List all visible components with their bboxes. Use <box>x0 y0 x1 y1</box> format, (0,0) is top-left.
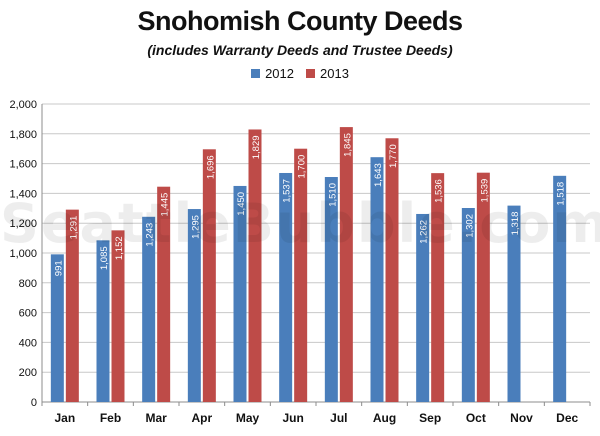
bar-2012-nov <box>507 205 521 402</box>
data-label: 1,643 <box>373 163 384 187</box>
data-label: 1,262 <box>419 220 430 244</box>
x-tick-label: Aug <box>373 411 396 425</box>
legend: 2012 2013 <box>0 66 600 81</box>
y-tick-label: 1,000 <box>9 248 37 260</box>
data-label: 1,302 <box>464 214 475 238</box>
data-label: 1,700 <box>297 155 308 179</box>
x-tick-label: Mar <box>145 411 167 425</box>
x-tick-label: Nov <box>510 411 533 425</box>
data-label: 1,536 <box>434 179 445 203</box>
bar-2013-jun <box>294 148 308 402</box>
data-label: 1,152 <box>114 236 125 260</box>
x-tick-label: Feb <box>100 411 121 425</box>
bar-2013-jul <box>339 127 353 402</box>
legend-item-2012: 2012 <box>251 66 294 81</box>
legend-item-2013: 2013 <box>306 66 349 81</box>
data-label: 1,291 <box>68 216 79 240</box>
chart-subtitle: (includes Warranty Deeds and Trustee Dee… <box>147 42 453 58</box>
y-tick-label: 200 <box>19 367 37 379</box>
bar-2012-jun <box>279 172 293 402</box>
bar-2012-feb <box>96 240 110 402</box>
data-label: 1,450 <box>236 192 247 216</box>
data-label: 1,243 <box>145 223 156 247</box>
x-tick-label: Dec <box>556 411 578 425</box>
x-tick-label: May <box>236 411 260 425</box>
x-tick-label: Jun <box>282 411 303 425</box>
y-tick-label: 400 <box>19 337 37 349</box>
legend-swatch-2012 <box>251 69 261 78</box>
bar-2012-aug <box>370 157 384 402</box>
bar-2013-aug <box>385 138 399 402</box>
data-label: 1,537 <box>282 179 293 203</box>
x-tick-label: Oct <box>466 411 486 425</box>
y-tick-label: 1,800 <box>9 129 37 141</box>
data-label: 1,318 <box>510 212 521 236</box>
bar-2013-feb <box>111 230 125 402</box>
legend-swatch-2013 <box>306 69 315 78</box>
legend-label-2013: 2013 <box>320 66 349 81</box>
bar-2013-apr <box>202 149 216 402</box>
data-label: 1,518 <box>556 182 567 206</box>
y-tick-label: 0 <box>31 397 37 409</box>
y-tick-label: 1,200 <box>9 218 37 230</box>
bar-2013-mar <box>157 186 171 402</box>
bar-2013-sep <box>431 173 445 402</box>
data-label: 1,445 <box>160 193 171 217</box>
y-tick-label: 1,400 <box>9 188 37 200</box>
bar-2012-jul <box>324 177 338 402</box>
x-tick-label: Jul <box>330 411 347 425</box>
y-tick-label: 600 <box>19 308 37 320</box>
data-label: 1,295 <box>190 215 201 239</box>
y-tick-label: 2,000 <box>9 99 37 111</box>
data-label: 1,829 <box>251 135 262 159</box>
bar-2012-dec <box>553 175 567 402</box>
legend-label-2012: 2012 <box>265 66 294 81</box>
y-tick-label: 1,600 <box>9 159 37 171</box>
x-tick-label: Sep <box>419 411 441 425</box>
bar-2013-oct <box>476 172 490 402</box>
bar-2012-apr <box>187 209 201 402</box>
bar-2013-jan <box>65 209 79 402</box>
data-label: 1,770 <box>388 144 399 168</box>
data-label: 1,696 <box>205 155 216 179</box>
data-label: 1,539 <box>479 179 490 203</box>
bar-2012-oct <box>461 208 475 402</box>
bar-2012-may <box>233 185 247 402</box>
data-label: 1,085 <box>99 246 110 270</box>
bar-2012-jan <box>50 254 64 402</box>
data-label: 991 <box>53 260 64 276</box>
bar-2012-sep <box>416 213 430 402</box>
x-tick-label: Apr <box>191 411 212 425</box>
bar-2012-mar <box>142 216 156 402</box>
y-tick-label: 800 <box>19 278 37 290</box>
bar-2013-may <box>248 129 262 402</box>
data-label: 1,845 <box>342 133 353 157</box>
chart-title: Snohomish County Deeds <box>137 6 463 36</box>
x-tick-label: Jan <box>54 411 75 425</box>
data-label: 1,510 <box>327 183 338 207</box>
